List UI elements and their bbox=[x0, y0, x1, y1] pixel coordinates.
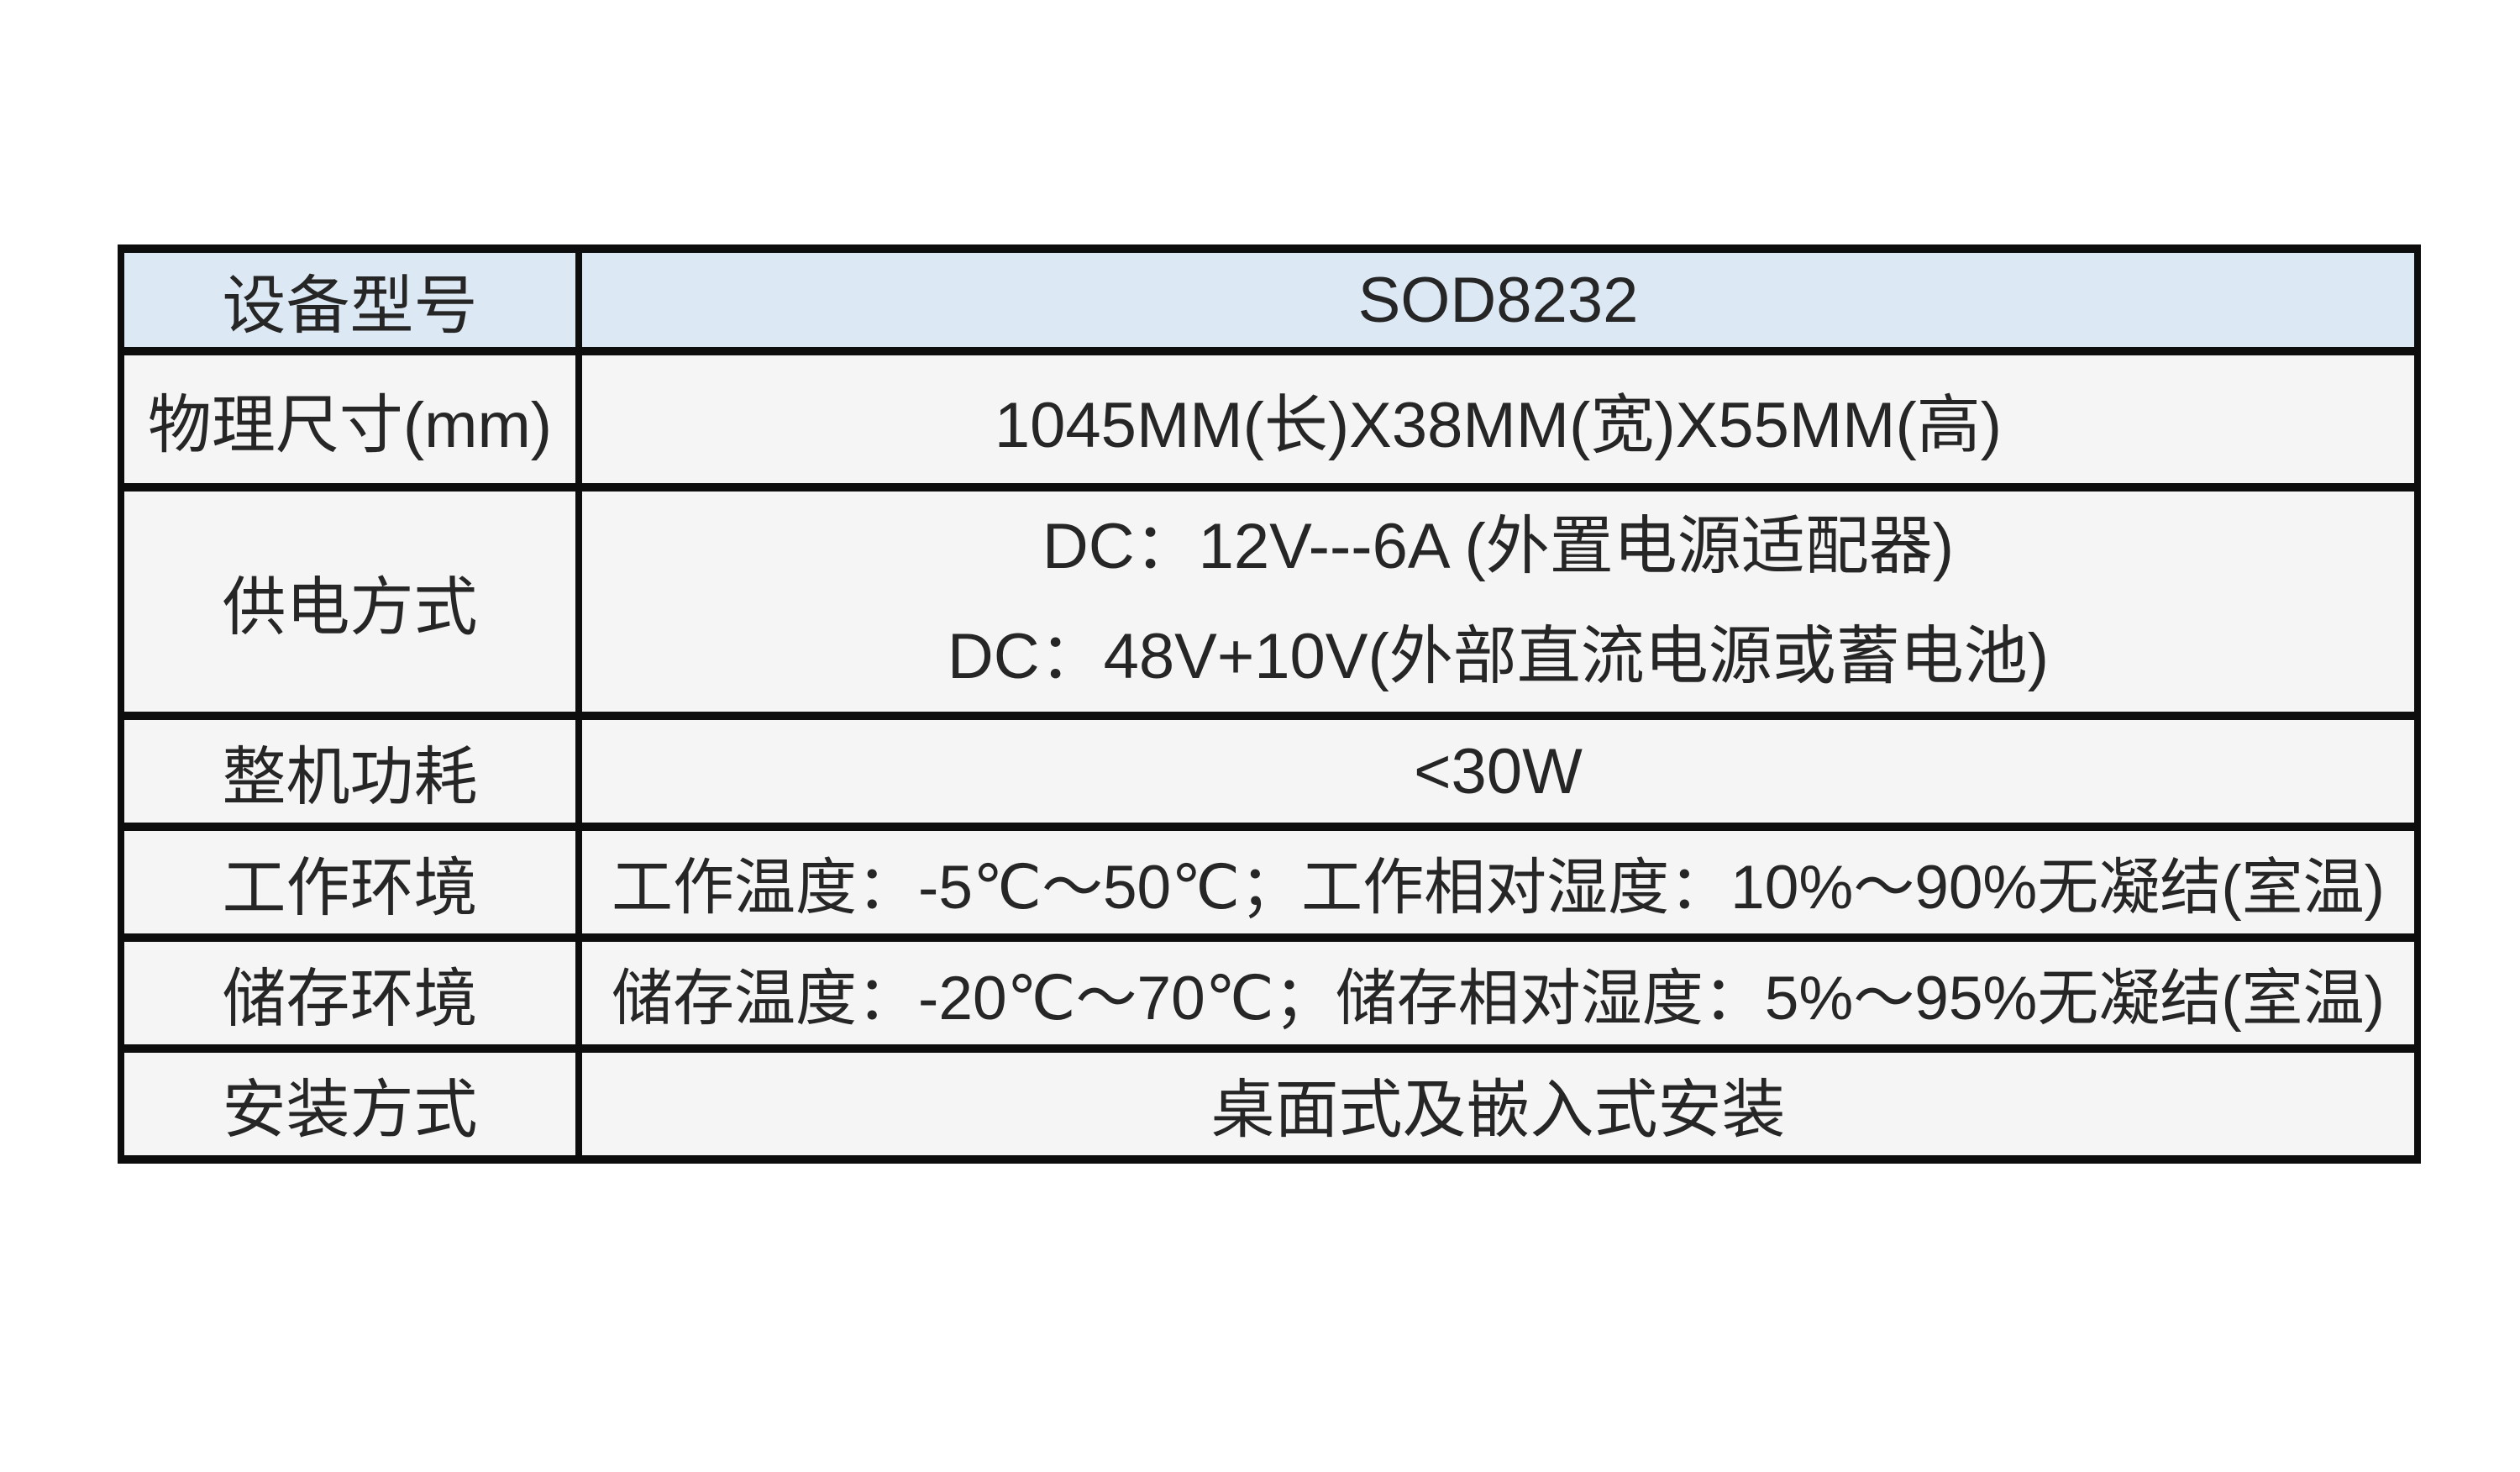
table-row-power-supply: 供电方式 DC：12V---6A (外置电源适配器) DC：48V+10V(外部… bbox=[118, 483, 2421, 720]
device-model-value: SOD8232 bbox=[575, 244, 2421, 355]
table-row-device-model: 设备型号 SOD8232 bbox=[118, 244, 2421, 355]
power-supply-value: DC：12V---6A (外置电源适配器) DC：48V+10V(外部直流电源或… bbox=[575, 483, 2421, 720]
installation-method-value: 桌面式及嵌入式安装 bbox=[575, 1044, 2421, 1164]
power-supply-line-2: DC：48V+10V(外部直流电源或蓄电池) bbox=[947, 621, 2050, 692]
operating-environment-value: 工作温度：-5℃～50℃；工作相对湿度：10%～90%无凝结(室温) bbox=[575, 823, 2421, 942]
table-row-installation-method: 安装方式 桌面式及嵌入式安装 bbox=[118, 1044, 2421, 1164]
power-supply-line-1: DC：12V---6A (外置电源适配器) bbox=[1042, 511, 1955, 582]
power-consumption-label: 整机功耗 bbox=[118, 712, 582, 831]
installation-method-label: 安装方式 bbox=[118, 1044, 582, 1164]
table-row-physical-size: 物理尺寸(mm) 1045MM(长)X38MM(宽)X55MM(高) bbox=[118, 347, 2421, 492]
table-row-storage-environment: 储存环境 储存温度：-20℃～70℃；储存相对湿度：5%～95%无凝结(室温) bbox=[118, 933, 2421, 1053]
physical-size-label: 物理尺寸(mm) bbox=[118, 347, 582, 492]
storage-environment-value: 储存温度：-20℃～70℃；储存相对湿度：5%～95%无凝结(室温) bbox=[575, 933, 2421, 1053]
power-consumption-value: <30W bbox=[575, 712, 2421, 831]
table-row-operating-environment: 工作环境 工作温度：-5℃～50℃；工作相对湿度：10%～90%无凝结(室温) bbox=[118, 823, 2421, 942]
operating-environment-label: 工作环境 bbox=[118, 823, 582, 942]
table-row-power-consumption: 整机功耗 <30W bbox=[118, 712, 2421, 831]
device-spec-table: 设备型号 SOD8232 物理尺寸(mm) 1045MM(长)X38MM(宽)X… bbox=[118, 244, 2421, 1164]
power-supply-label: 供电方式 bbox=[118, 483, 582, 720]
storage-environment-label: 储存环境 bbox=[118, 933, 582, 1053]
device-model-label: 设备型号 bbox=[118, 244, 582, 355]
physical-size-value: 1045MM(长)X38MM(宽)X55MM(高) bbox=[575, 347, 2421, 492]
